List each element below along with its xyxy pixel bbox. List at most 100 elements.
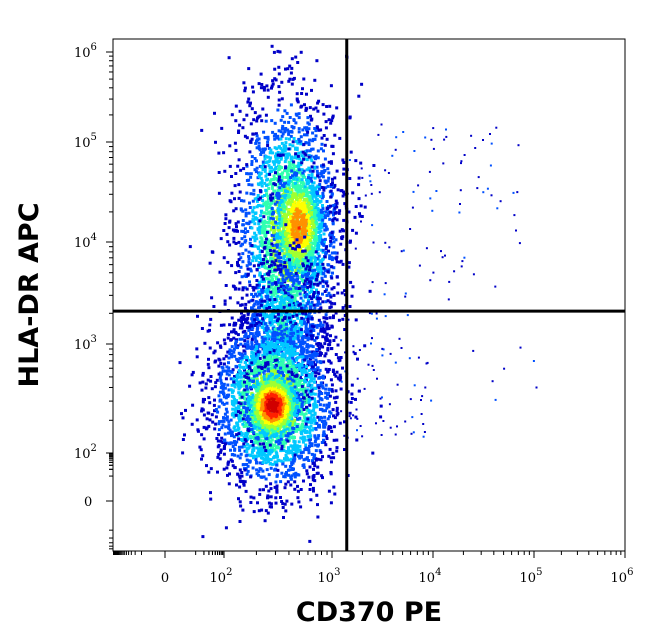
event-dot: [258, 189, 262, 193]
event-dot: [277, 85, 281, 89]
event-dot: [324, 186, 328, 190]
event-dot: [300, 168, 304, 172]
event-dot: [226, 473, 229, 477]
event-dot: [305, 292, 308, 296]
event-dot: [314, 216, 318, 220]
event-dot: [232, 240, 236, 244]
event-dot: [333, 217, 337, 221]
event-dot: [323, 179, 327, 183]
event-dot: [252, 118, 256, 122]
event-dot: [299, 142, 303, 146]
event-dot: [291, 209, 295, 213]
event-dot: [323, 342, 327, 346]
event-dot: [283, 280, 287, 284]
event-dot: [279, 221, 283, 225]
event-dot: [322, 243, 326, 247]
event-dot: [292, 274, 296, 278]
event-dot: [327, 489, 331, 493]
event-dot: [300, 218, 304, 222]
event-dot: [286, 341, 290, 345]
event-dot: [310, 337, 314, 341]
event-dot: [327, 368, 331, 371]
event-dot: [226, 369, 230, 373]
event-dot: [226, 260, 230, 264]
event-dot: [264, 258, 268, 261]
event-dot: [262, 215, 266, 219]
event-dot: [281, 502, 285, 506]
event-dot: [301, 87, 304, 91]
event-dot: [295, 236, 299, 240]
event-dot: [271, 363, 275, 367]
event-dot: [323, 320, 327, 324]
event-dot: [258, 488, 262, 492]
event-dot: [227, 366, 231, 370]
event-dot: [335, 409, 339, 413]
event-dot: [271, 224, 275, 228]
event-dot: [306, 288, 310, 292]
event-dot: [247, 254, 251, 258]
event-dot: [306, 191, 310, 195]
event-dot: [276, 232, 279, 236]
event-dot: [298, 206, 302, 210]
event-dot: [358, 214, 362, 218]
event-dot: [277, 249, 281, 253]
event-dot: [284, 268, 288, 272]
event-dot: [306, 130, 310, 134]
event-dot: [240, 408, 243, 412]
event-dot: [289, 203, 293, 207]
event-dot: [276, 304, 280, 308]
event-dot: [283, 182, 286, 186]
event-dot: [316, 295, 319, 299]
event-dot: [269, 221, 273, 225]
event-dot: [270, 233, 274, 237]
event-dot: [299, 163, 303, 167]
event-dot: [324, 181, 328, 185]
event-dot: [258, 306, 261, 310]
event-dot: [332, 203, 336, 207]
event-dot: [270, 276, 274, 280]
event-dot: [324, 281, 328, 285]
event-dot: [310, 172, 314, 176]
event-dot: [257, 141, 261, 145]
event-dot: [270, 301, 273, 305]
event-dot: [314, 437, 318, 441]
event-dot: [318, 238, 322, 242]
event-dot: [307, 173, 311, 177]
event-dot: [312, 329, 316, 332]
event-dot: [333, 206, 337, 210]
event-dot: [278, 246, 282, 250]
event-dot: [283, 237, 287, 241]
event-dot: [316, 199, 320, 203]
event-dot: [294, 55, 298, 59]
event-dot: [252, 295, 255, 298]
event-dot: [307, 395, 311, 399]
event-dot: [303, 103, 306, 107]
event-dot: [195, 418, 199, 422]
event-dot: [307, 127, 311, 131]
event-dot: [271, 252, 275, 256]
event-dot: [256, 194, 260, 197]
event-dot: [289, 190, 293, 194]
event-dot: [238, 109, 242, 113]
event-dot: [259, 439, 263, 443]
event-dot: [320, 474, 324, 478]
event-dot: [244, 272, 248, 276]
event-dot: [277, 103, 281, 107]
event-dot: [322, 360, 326, 364]
event-dot: [275, 158, 279, 162]
event-dot: [290, 57, 294, 61]
event-dot: [297, 241, 301, 245]
event-dot: [258, 444, 262, 448]
event-dot: [299, 50, 303, 54]
event-dot: [228, 296, 232, 300]
event-dot: [301, 280, 305, 283]
event-dot: [331, 177, 334, 181]
event-dot: [234, 207, 238, 211]
event-dot: [267, 283, 271, 286]
event-dot: [336, 291, 340, 295]
event-dot: [317, 215, 321, 219]
event-dot: [308, 223, 311, 227]
event-dot: [217, 151, 221, 155]
event-dot: [300, 264, 304, 268]
event-dot: [278, 90, 282, 94]
